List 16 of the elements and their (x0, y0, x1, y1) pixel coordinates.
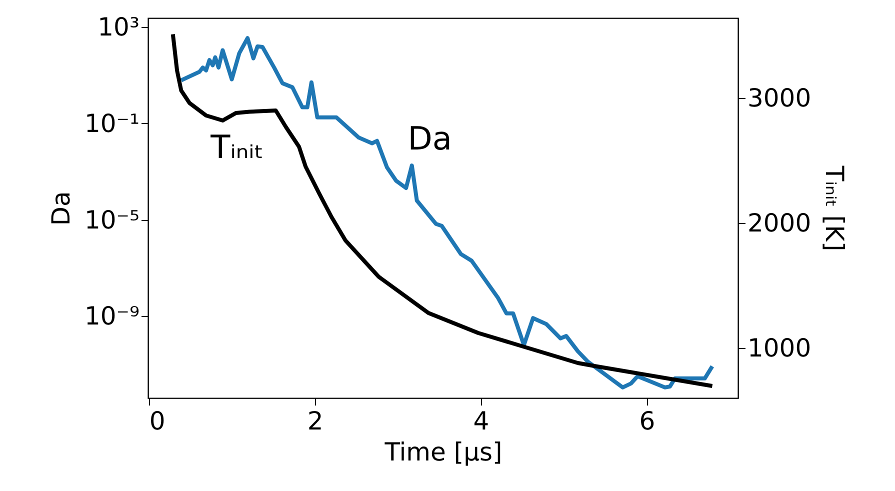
y-axis-title: Da (46, 191, 76, 226)
x-axis-title: Time [μs] (384, 438, 502, 466)
y-tick-label: 10³ (98, 12, 140, 42)
y2-tick-label: 3000 (748, 84, 812, 112)
x-tick-label: 4 (473, 406, 490, 436)
series-label: Tᵢₙᵢₜ (210, 128, 264, 166)
y2-tick-label: 1000 (748, 334, 812, 362)
x-tick-label: 6 (639, 406, 656, 436)
series-label: Da (408, 120, 452, 158)
y-tick-label: 10⁻⁹ (84, 302, 140, 331)
x-tick-label: 0 (149, 406, 166, 436)
y2-axis-title: Tᵢₙᵢₜ [K] (820, 164, 850, 252)
x-tick-label: 2 (307, 406, 324, 436)
y2-tick-label: 2000 (748, 208, 812, 238)
y-tick-label: 10⁻⁵ (84, 205, 140, 234)
y-tick-label: 10⁻¹ (84, 108, 140, 138)
